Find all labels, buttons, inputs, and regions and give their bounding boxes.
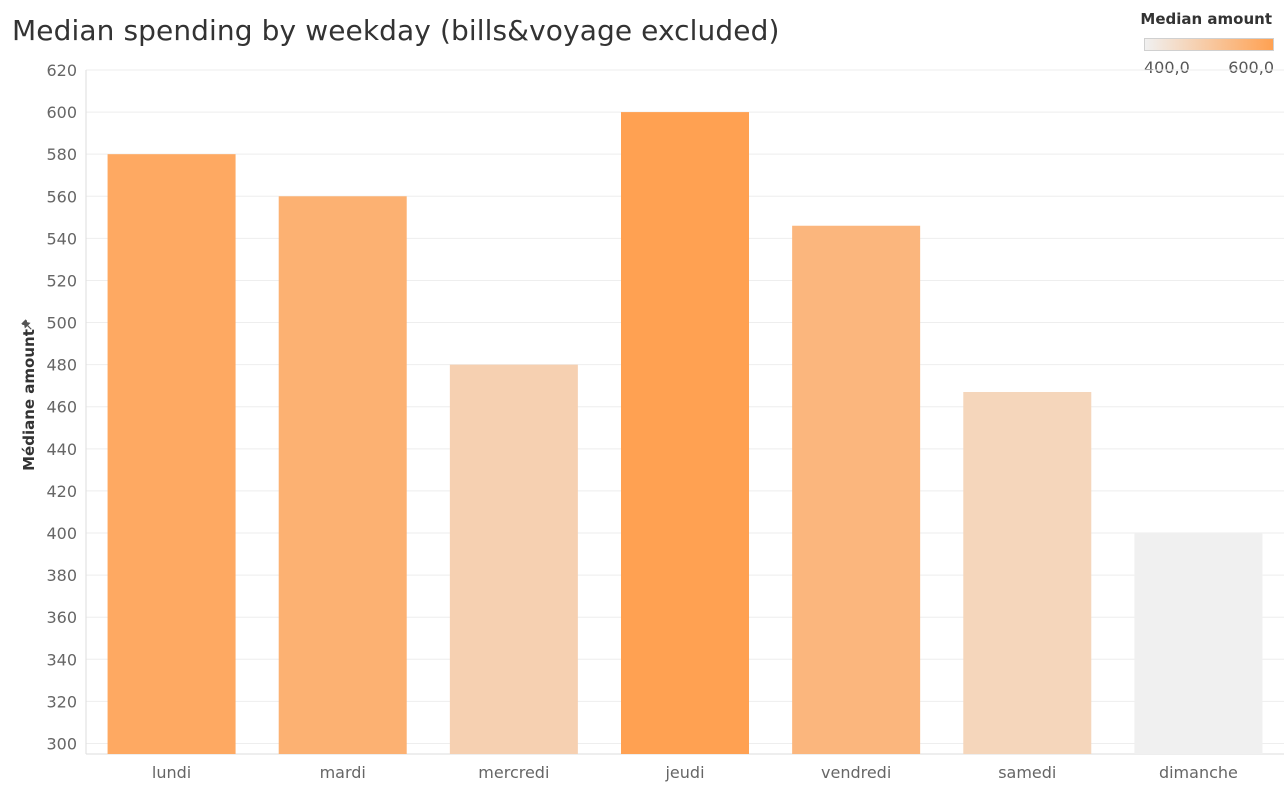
x-tick-label-dimanche: dimanche [1159,763,1238,782]
bar-vendredi[interactable] [792,225,921,755]
y-tick-label: 620 [46,61,77,80]
y-tick-label: 420 [46,482,77,501]
pin-icon[interactable] [21,319,34,332]
legend-color-ramp [1144,38,1274,51]
chart-title: Median spending by weekday (bills&voyage… [12,14,780,47]
bar-lundi[interactable] [107,154,236,754]
y-tick-label: 600 [46,103,77,122]
y-tick-label: 540 [46,229,77,248]
x-tick-labels: lundi mardi mercredi jeudi vendredi samedi dim… [152,763,1238,782]
y-axis-title: Médiane amount [20,329,38,471]
y-tick-label: 520 [46,271,77,290]
y-axis-title-group: Médiane amount [20,329,38,471]
bar-dimanche[interactable] [1134,533,1263,754]
legend-title: Median amount [1140,10,1272,28]
color-legend[interactable]: Median amount 400,0 600,0 [1136,10,1278,80]
y-tick-labels: 300 320 340 360 380 400 420 440 460 480 500 520 540 5… [46,61,77,753]
x-tick-label-jeudi: jeudi [664,763,704,782]
y-tick-label: 380 [46,566,77,585]
x-tick-label-mardi: mardi [320,763,366,782]
x-tick-label-mercredi: mercredi [478,763,549,782]
legend-min-label: 400,0 [1144,58,1190,77]
x-tick-label-samedi: samedi [998,763,1056,782]
y-tick-label: 340 [46,650,77,669]
y-tick-label: 500 [46,314,77,333]
y-tick-label: 580 [46,145,77,164]
y-tick-label: 440 [46,440,77,459]
legend-max-label: 600,0 [1228,58,1274,77]
y-tick-label: 300 [46,734,77,753]
y-tick-label: 460 [46,398,77,417]
y-tick-label: 320 [46,692,77,711]
y-tick-label: 400 [46,524,77,543]
y-tick-label: 480 [46,356,77,375]
bar-jeudi[interactable] [621,112,749,755]
y-tick-label: 560 [46,187,77,206]
x-tick-label-vendredi: vendredi [821,763,891,782]
bar-samedi[interactable] [963,392,1092,754]
bars [107,112,1263,755]
y-tick-label: 360 [46,608,77,627]
bar-mercredi[interactable] [449,364,578,754]
bar-mardi[interactable] [278,196,407,754]
x-tick-label-lundi: lundi [152,763,191,782]
